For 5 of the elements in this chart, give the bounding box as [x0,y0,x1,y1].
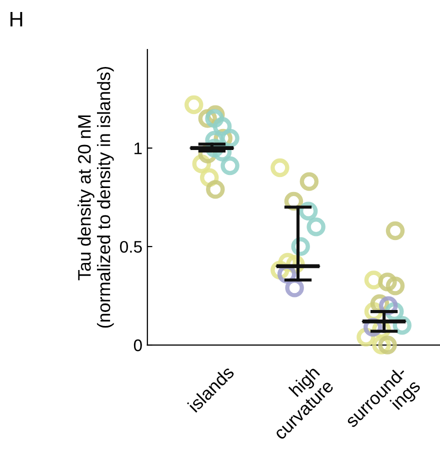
text: H [10,12,22,26]
y-tick-label: 0 [134,339,142,352]
y-tick-label: 0.5 [120,240,142,253]
y-tick-label: 1 [134,142,142,154]
y-axis-title: Tau density at 20 nM (normalized to density in islands) [78,66,114,328]
